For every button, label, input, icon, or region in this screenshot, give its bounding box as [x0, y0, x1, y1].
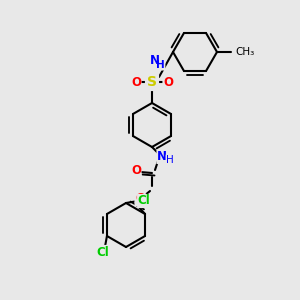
Text: N: N [149, 55, 160, 68]
Text: Cl: Cl [138, 194, 150, 208]
Text: H: H [166, 155, 174, 165]
Text: O: O [131, 164, 141, 178]
Text: H: H [156, 60, 165, 70]
Text: Cl: Cl [97, 245, 109, 259]
Text: O: O [131, 76, 141, 88]
Text: CH₃: CH₃ [235, 47, 254, 57]
Text: N: N [157, 151, 167, 164]
Text: O: O [163, 76, 173, 88]
Text: O: O [135, 193, 145, 206]
Text: S: S [147, 75, 157, 89]
